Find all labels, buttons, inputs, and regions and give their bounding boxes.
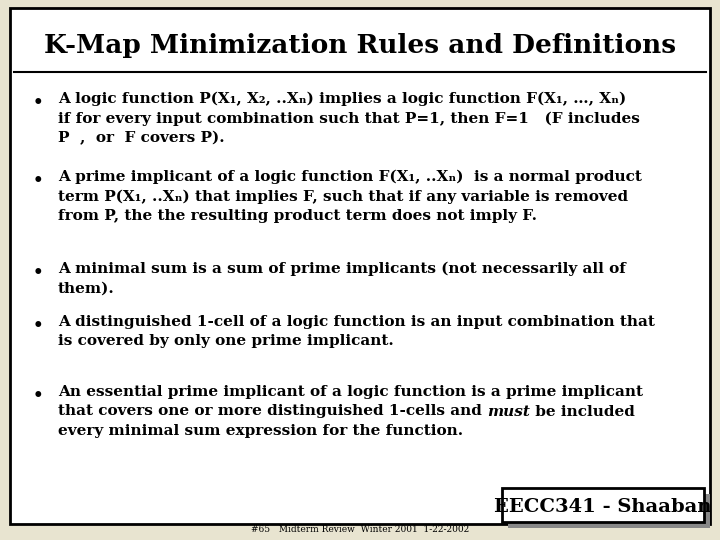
Text: A minimal sum is a sum of prime implicants (not necessarily all of: A minimal sum is a sum of prime implican… [58,262,626,276]
Text: from P, the the resulting product term does not imply F.: from P, the the resulting product term d… [58,209,537,223]
Bar [502,488,704,522]
Text: must: must [487,404,530,418]
Text: •: • [32,94,43,111]
Text: EECC341 - Shaaban: EECC341 - Shaaban [494,498,712,516]
Text: that covers one or more distinguished 1-cells and: that covers one or more distinguished 1-… [58,404,487,418]
Text: •: • [32,387,43,404]
Text: #65   Midterm Review  Winter 2001  1-22-2002: #65 Midterm Review Winter 2001 1-22-2002 [251,525,469,535]
Text: •: • [32,172,43,189]
Text: •: • [32,264,43,281]
Text: is covered by only one prime implicant.: is covered by only one prime implicant. [58,334,394,348]
Text: them).: them). [58,281,114,295]
Text: •: • [32,317,43,334]
Text: A prime implicant of a logic function F(X₁, ..Xₙ)  is a normal product: A prime implicant of a logic function F(… [58,170,642,184]
Text: be included: be included [530,404,635,418]
Bar [508,494,710,528]
Text: every minimal sum expression for the function.: every minimal sum expression for the fun… [58,424,463,438]
Text: A distinguished 1-cell of a logic function is an input combination that: A distinguished 1-cell of a logic functi… [58,315,655,329]
Text: K-Map Minimization Rules and Definitions: K-Map Minimization Rules and Definitions [44,33,676,58]
Text: term P(X₁, ..Xₙ) that implies F, such that if any variable is removed: term P(X₁, ..Xₙ) that implies F, such th… [58,190,628,204]
Text: A logic function P(X₁, X₂, ..Xₙ) implies a logic function F(X₁, …, Xₙ): A logic function P(X₁, X₂, ..Xₙ) implies… [58,92,626,106]
Text: An essential prime implicant of a logic function is a prime implicant: An essential prime implicant of a logic … [58,385,643,399]
Text: if for every input combination such that P=1, then F=1   (F includes: if for every input combination such that… [58,111,640,126]
Text: that covers one or more distinguished 1-cells and: that covers one or more distinguished 1-… [58,404,487,418]
Text: must: must [487,404,530,418]
Text: P  ,  or  F covers P).: P , or F covers P). [58,131,225,145]
